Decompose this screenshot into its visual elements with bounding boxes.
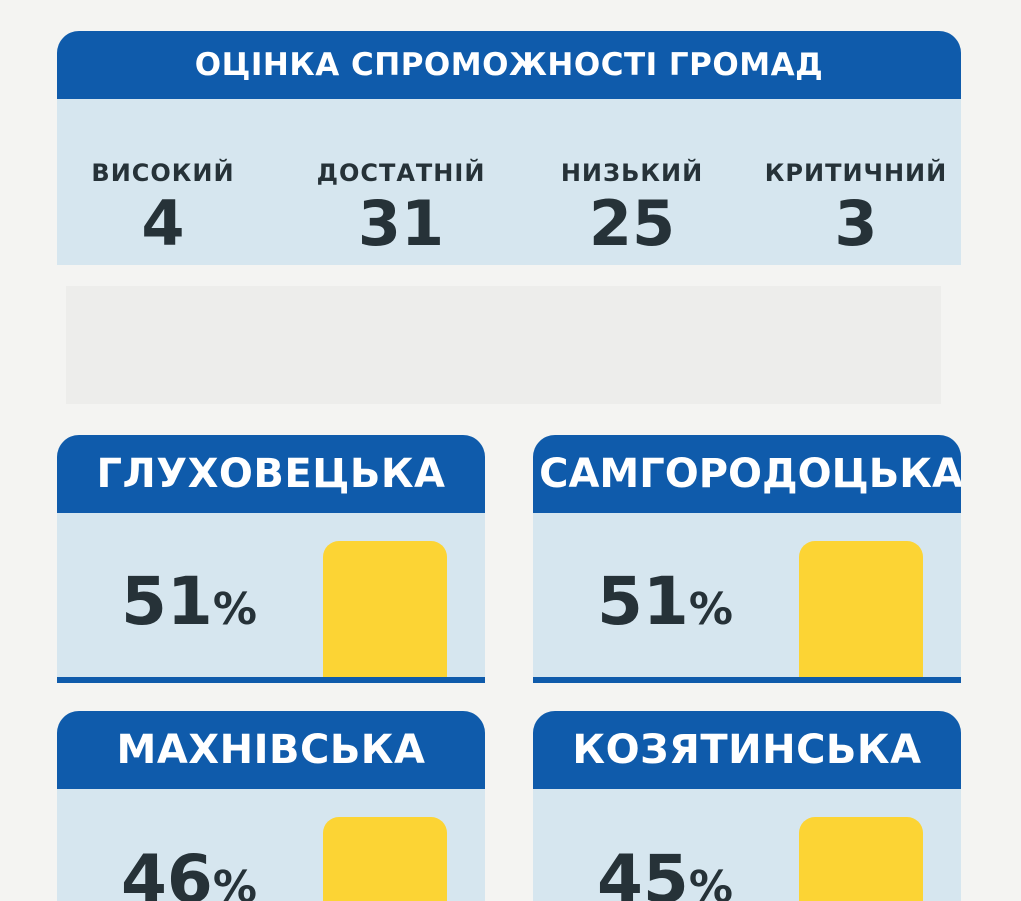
yellow-bar xyxy=(323,817,447,901)
blank-placeholder xyxy=(66,286,941,404)
percent-value: 51 xyxy=(597,563,689,640)
bottom-line xyxy=(533,677,961,683)
level-count: 4 xyxy=(141,187,185,260)
percent-value: 45 xyxy=(597,841,689,901)
community-card: МАХНІВСЬКА 46% xyxy=(57,711,485,901)
bottom-line xyxy=(57,677,485,683)
community-card: САМГОРОДОЦЬКА 51% xyxy=(533,435,961,683)
yellow-bar xyxy=(799,817,923,901)
level-label: ВИСОКИЙ xyxy=(91,159,235,187)
yellow-bar xyxy=(323,541,447,677)
percent-unit: % xyxy=(212,584,257,635)
percent-unit: % xyxy=(688,584,733,635)
community-card: КОЗЯТИНСЬКА 45% xyxy=(533,711,961,901)
level-count: 31 xyxy=(357,187,445,260)
community-percent: 51% xyxy=(121,563,257,640)
level-sufficient: ДОСТАТНІЙ 31 xyxy=(286,129,516,257)
community-name: МАХНІВСЬКА xyxy=(57,711,485,789)
community-name: ГЛУХОВЕЦЬКА xyxy=(57,435,485,513)
community-percent: 45% xyxy=(597,841,733,901)
community-percent: 46% xyxy=(121,841,257,901)
level-label: НИЗЬКИЙ xyxy=(560,159,704,187)
community-name: КОЗЯТИНСЬКА xyxy=(533,711,961,789)
community-card: ГЛУХОВЕЦЬКА 51% xyxy=(57,435,485,683)
percent-value: 46 xyxy=(121,841,213,901)
capacity-summary-card: ОЦІНКА СПРОМОЖНОСТІ ГРОМАД ВИСОКИЙ 4 ДОС… xyxy=(57,31,961,265)
level-count: 3 xyxy=(834,187,878,260)
percent-value: 51 xyxy=(121,563,213,640)
level-label: ДОСТАТНІЙ xyxy=(316,159,486,187)
summary-title: ОЦІНКА СПРОМОЖНОСТІ ГРОМАД xyxy=(57,31,961,99)
percent-unit: % xyxy=(212,862,257,901)
level-critical: КРИТИЧНИЙ 3 xyxy=(741,129,961,257)
level-label: КРИТИЧНИЙ xyxy=(764,159,948,187)
community-percent: 51% xyxy=(597,563,733,640)
yellow-bar xyxy=(799,541,923,677)
community-name: САМГОРОДОЦЬКА xyxy=(533,435,961,513)
level-low: НИЗЬКИЙ 25 xyxy=(517,129,747,257)
level-count: 25 xyxy=(588,187,676,260)
level-high: ВИСОКИЙ 4 xyxy=(57,129,278,257)
percent-unit: % xyxy=(688,862,733,901)
